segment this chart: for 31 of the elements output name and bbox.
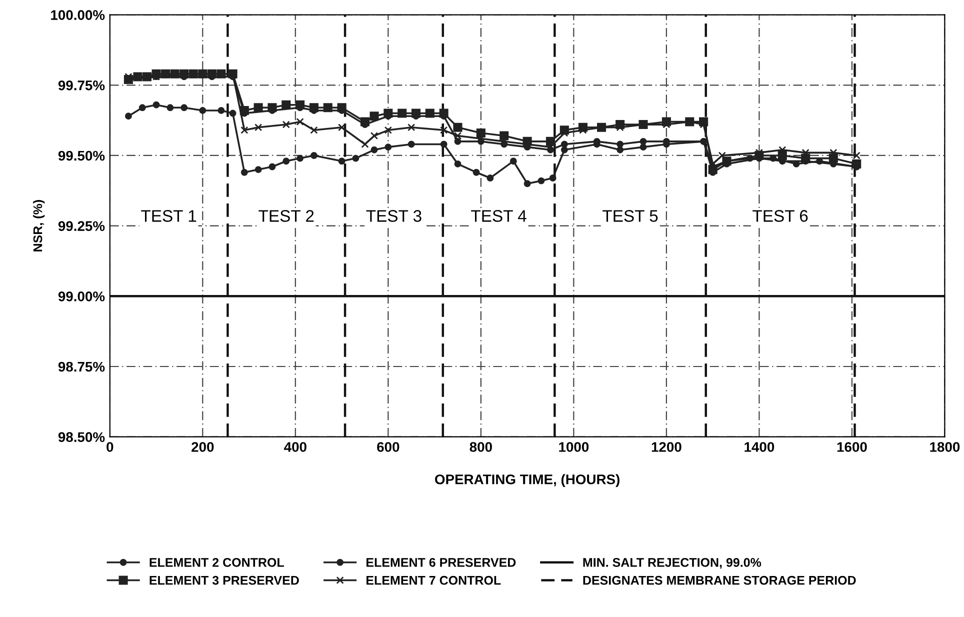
annotation: TEST 1 (141, 210, 196, 222)
legend-label: ELEMENT 6 PRESERVED (366, 558, 516, 567)
annotation: TEST 5 (602, 210, 658, 222)
x-tick-label: 800 (470, 442, 492, 452)
x-tick-label: 1800 (930, 442, 960, 452)
y-tick-label: 98.50% (58, 432, 105, 442)
y-tick-label: 100.00% (51, 10, 105, 20)
annotation: TEST 3 (366, 210, 422, 222)
annotation: TEST 6 (752, 210, 808, 222)
x-tick-label: 1600 (837, 442, 867, 452)
x-tick-label: 1400 (744, 442, 774, 452)
legend-label: ELEMENT 2 CONTROL (150, 558, 284, 567)
legend-label: ELEMENT 7 CONTROL (366, 576, 501, 585)
y-tick-label: 99.50% (58, 150, 105, 161)
legend-label: DESIGNATES MEMBRANE STORAGE PERIOD (583, 576, 856, 585)
x-tick-label: 400 (284, 442, 306, 452)
annotation: TEST 2 (258, 210, 314, 222)
x-axis-title: OPERATING TIME, (HOURS) (435, 474, 620, 488)
y-tick-label: 99.75% (58, 80, 105, 90)
legend-label: MIN. SALT REJECTION, 99.0% (583, 558, 762, 569)
annotation: TEST 4 (471, 210, 526, 222)
y-tick-label: 99.25% (58, 221, 105, 231)
x-tick-label: 600 (377, 442, 400, 452)
x-tick-label: 1200 (652, 442, 682, 452)
legend-label: ELEMENT 3 PRESERVED (150, 576, 299, 585)
x-tick-label: 1000 (559, 442, 589, 452)
x-tick-label: 0 (106, 442, 114, 452)
y-tick-label: 99.00% (58, 291, 105, 302)
y-tick-label: 98.75% (58, 362, 105, 372)
x-tick-label: 200 (192, 442, 214, 452)
y-axis-title: NSR, (%) (33, 200, 45, 252)
